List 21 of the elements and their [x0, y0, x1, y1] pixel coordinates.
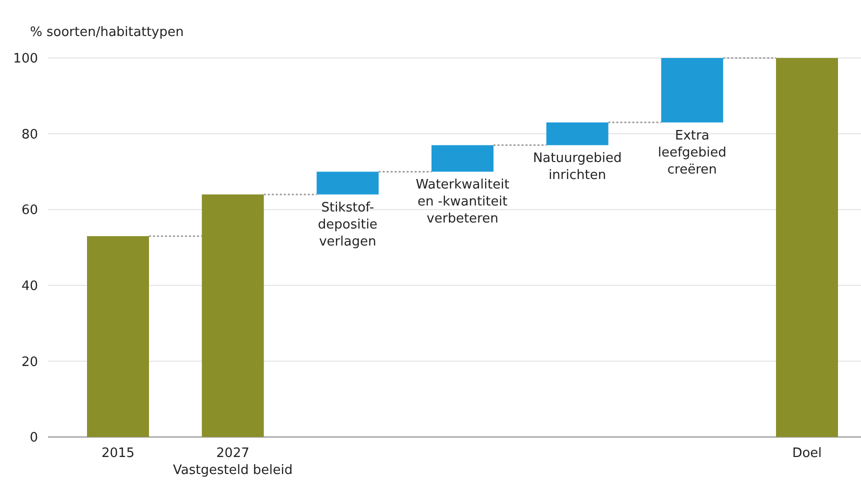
x-tick-label: 2027 Vastgesteld beleid	[173, 446, 293, 478]
bar	[316, 172, 379, 194]
bar	[432, 145, 494, 172]
x-tick-label: Doel	[792, 446, 822, 461]
bar	[776, 58, 838, 437]
bar	[546, 122, 608, 146]
y-tick-label: 100	[13, 52, 38, 67]
x-tick-label: Natuurgebied inrichten	[532, 151, 622, 184]
x-tick-label: Waterkwaliteit en -kwantiteit verbeteren	[416, 178, 510, 227]
x-tick-label: Stikstof- depositie verlagen	[318, 200, 378, 250]
y-tick-label: 40	[21, 278, 38, 294]
x-tick-label: 2015	[101, 446, 135, 461]
y-tick-label: 80	[21, 127, 38, 142]
bar	[661, 58, 724, 122]
x-tick-label: Extra leefgebied creëren	[658, 128, 726, 178]
y-axis-title: % soorten/habitattypen	[30, 25, 184, 40]
y-tick-label: 0	[30, 430, 38, 446]
y-tick-label: 60	[21, 203, 38, 218]
y-tick-label: 20	[21, 354, 38, 370]
bar	[87, 236, 149, 437]
bar	[202, 194, 264, 437]
